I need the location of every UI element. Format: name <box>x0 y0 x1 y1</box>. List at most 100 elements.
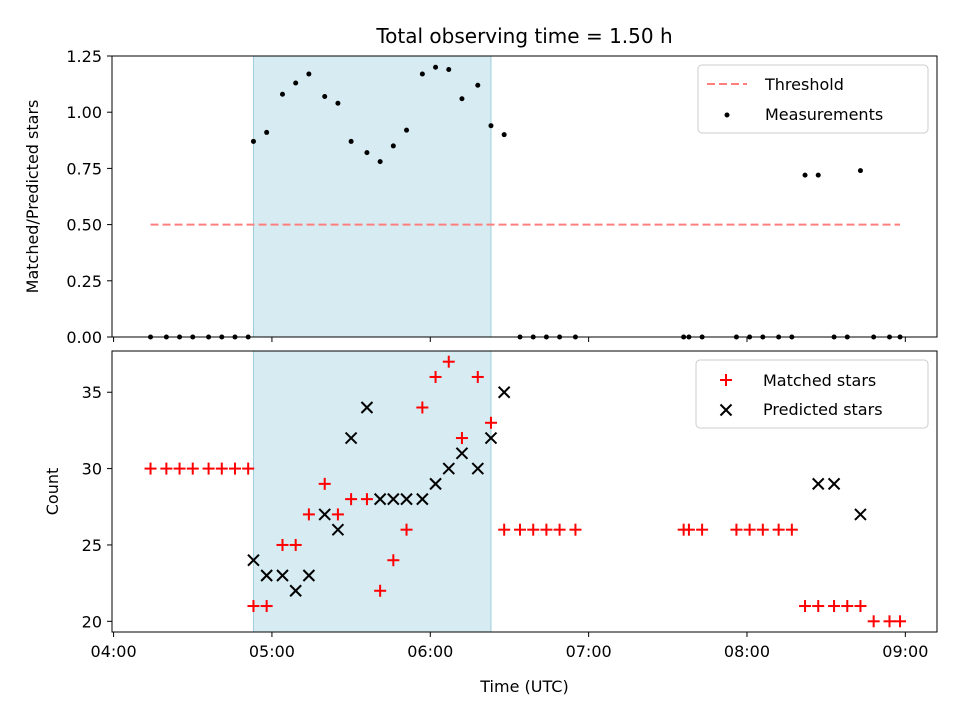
top-legend: Threshold Measurements <box>697 64 929 134</box>
bottom-y-tick-label: 20 <box>82 612 102 631</box>
top-y-tick-label: 1.25 <box>66 47 102 66</box>
measurement-point <box>419 71 425 77</box>
x-tick-label: 09:00 <box>882 642 928 661</box>
predicted-star-point <box>344 431 358 445</box>
bottom-axes-frame <box>111 350 938 633</box>
measurement-point <box>250 138 256 144</box>
x-tick-label: 04:00 <box>91 642 137 661</box>
top-x-ticks <box>113 337 906 342</box>
matched-star-point <box>730 523 743 536</box>
matched-star-point <box>228 462 241 475</box>
bottom-y-tick-label: 25 <box>82 536 102 555</box>
predicted-star-point <box>302 569 316 582</box>
legend-measurements-label: Measurements <box>765 105 883 124</box>
predicted-star-point <box>484 431 498 445</box>
matched-star-point <box>772 523 785 536</box>
predicted-star-point <box>854 508 867 521</box>
predicted-star-point <box>812 477 825 491</box>
matched-star-point <box>484 416 497 429</box>
top-legend-box <box>697 64 929 134</box>
matched-star-point <box>867 615 880 628</box>
predicted-star-point <box>497 386 511 399</box>
matched-star-point <box>289 538 302 551</box>
predicted-star-point <box>429 477 442 491</box>
matched-star-point <box>215 462 228 475</box>
bottom-observing-span <box>252 350 492 633</box>
top-y-axis-label: Matched/Predicted stars <box>23 100 42 294</box>
legend-measurements-swatch <box>724 112 730 118</box>
matched-star-point <box>247 600 260 613</box>
matched-star-point <box>854 600 867 613</box>
predicted-star-point <box>442 462 455 475</box>
matched-stars-points <box>144 355 907 628</box>
matched-star-point <box>527 523 540 536</box>
legend-threshold-label: Threshold <box>764 75 844 94</box>
predicted-star-point <box>827 477 841 491</box>
measurement-point <box>404 127 410 133</box>
measurement-point <box>306 71 312 77</box>
matched-star-point <box>841 600 854 613</box>
matched-star-point <box>242 462 255 475</box>
bottom-legend-box <box>695 359 929 429</box>
matched-star-point <box>785 523 798 536</box>
predicted-star-point <box>400 492 413 506</box>
legend-matched-swatch <box>720 374 732 386</box>
predicted-star-point <box>360 401 374 414</box>
x-tick-label: 08:00 <box>724 642 770 661</box>
matched-star-point <box>569 523 582 536</box>
top-y-tick-label: 0.75 <box>66 159 102 178</box>
predicted-stars-points <box>247 386 867 597</box>
legend-predicted-label: Predicted stars <box>763 400 883 419</box>
matched-star-point <box>442 355 455 368</box>
bottom-y-ticks: 20 25 30 35 <box>82 383 112 631</box>
matched-star-point <box>471 370 484 383</box>
matched-star-point <box>202 462 215 475</box>
predicted-star-point <box>276 569 289 582</box>
measurement-point <box>293 80 299 86</box>
matched-star-point <box>302 508 315 521</box>
predicted-star-point <box>373 492 387 506</box>
bottom-y-tick-label: 35 <box>82 383 102 402</box>
matched-star-point <box>400 523 413 536</box>
matched-star-point <box>374 584 387 597</box>
measurement-point <box>364 150 370 156</box>
top-y-ticks: 0.00 0.25 0.50 0.75 1.00 1.25 <box>66 47 112 347</box>
predicted-star-point <box>455 447 469 460</box>
matched-star-point <box>416 401 429 414</box>
predicted-star-point <box>387 492 400 506</box>
chart-title: Total observing time = 1.50 h <box>375 24 672 48</box>
matched-star-point <box>894 615 907 628</box>
bottom-y-tick-label: 30 <box>82 460 102 479</box>
measurement-point <box>446 66 452 72</box>
x-tick-label: 07:00 <box>566 642 612 661</box>
measurement-point <box>279 91 285 97</box>
predicted-star-point <box>471 462 484 475</box>
measurement-point <box>488 123 494 129</box>
matched-star-point <box>455 432 468 445</box>
top-y-tick-label: 1.00 <box>66 103 102 122</box>
measurement-point <box>459 96 465 102</box>
predicted-star-point <box>331 523 345 536</box>
matched-star-point <box>883 615 896 628</box>
matched-star-point <box>682 523 695 536</box>
matched-star-point <box>318 477 331 490</box>
matched-star-point <box>345 493 358 506</box>
top-observing-span <box>252 55 492 338</box>
matched-star-point <box>540 523 553 536</box>
legend-x-marker <box>719 403 733 417</box>
top-y-tick-label: 0.25 <box>66 272 102 291</box>
matched-star-point <box>812 600 825 613</box>
matched-star-point <box>331 508 344 521</box>
measurement-point <box>815 172 821 178</box>
predicted-star-point <box>318 508 331 521</box>
matched-star-point <box>186 462 199 475</box>
matched-star-point <box>514 523 527 536</box>
measurement-point <box>857 168 863 174</box>
matched-star-point <box>743 523 756 536</box>
measurement-point <box>335 100 341 106</box>
matched-star-point <box>173 462 186 475</box>
top-panel: 0.00 0.25 0.50 0.75 1.00 1.25 Total observing… <box>23 24 938 347</box>
measurement-point <box>322 93 328 99</box>
